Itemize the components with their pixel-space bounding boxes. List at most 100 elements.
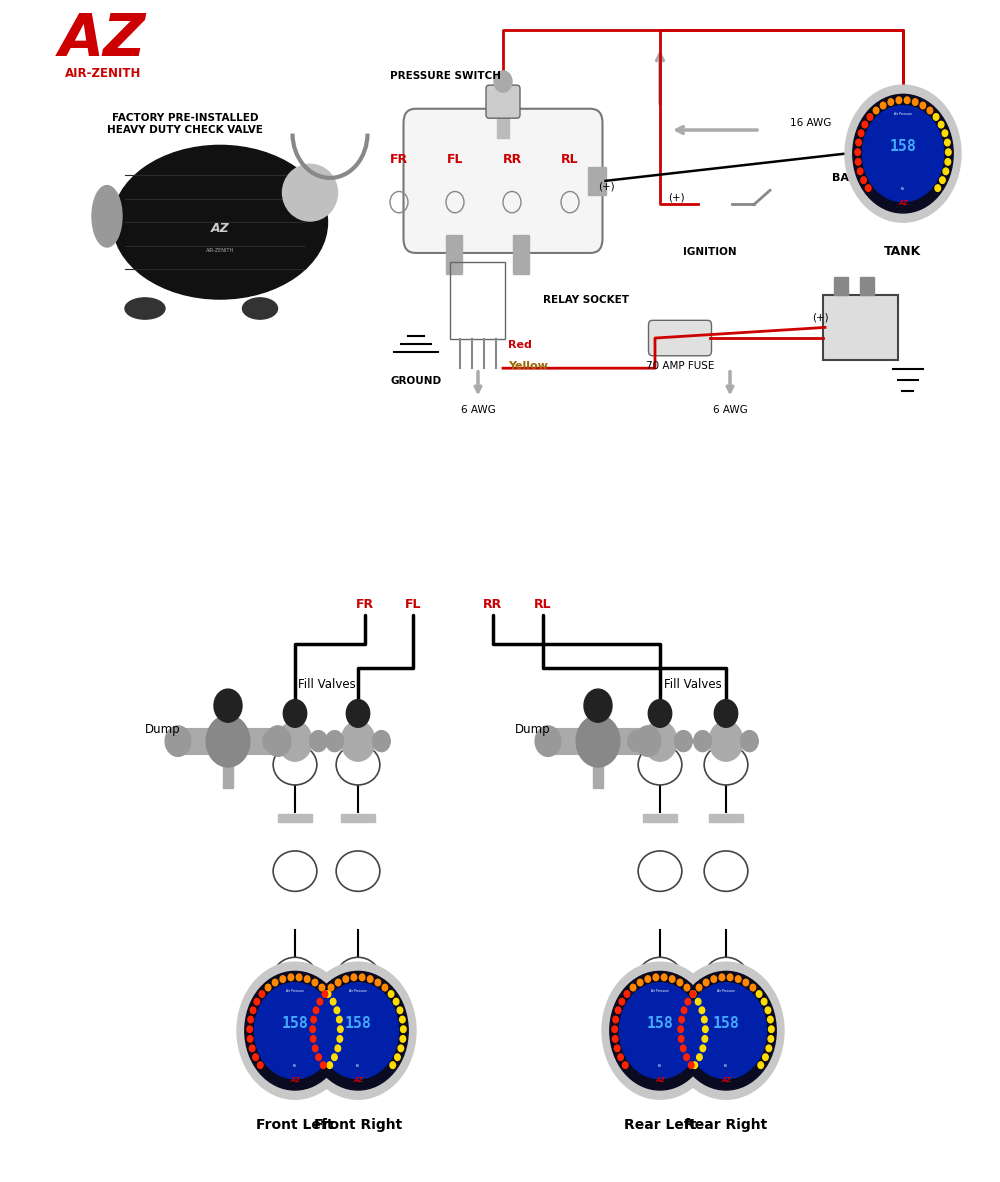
Circle shape (610, 972, 710, 1090)
Circle shape (395, 1054, 400, 1060)
Ellipse shape (704, 957, 748, 998)
Circle shape (637, 979, 643, 986)
Circle shape (253, 1054, 258, 1060)
Circle shape (618, 1054, 623, 1060)
Circle shape (247, 1035, 253, 1043)
Circle shape (400, 1017, 405, 1022)
Circle shape (296, 974, 302, 981)
Bar (548, 728, 648, 754)
Circle shape (758, 1061, 764, 1069)
Circle shape (697, 1054, 702, 1060)
Circle shape (317, 999, 323, 1005)
Circle shape (375, 979, 381, 986)
Circle shape (388, 991, 394, 998)
Circle shape (263, 730, 281, 752)
Text: AZ: AZ (655, 1077, 665, 1083)
Ellipse shape (125, 298, 165, 319)
Circle shape (335, 979, 341, 986)
Circle shape (322, 991, 328, 998)
Bar (860, 278, 874, 296)
Text: 158: 158 (646, 1017, 674, 1032)
Circle shape (328, 985, 334, 991)
Circle shape (249, 1045, 255, 1052)
Circle shape (346, 700, 370, 727)
Text: BATTERY: BATTERY (832, 174, 888, 183)
Text: 6 AWG: 6 AWG (713, 405, 747, 415)
Circle shape (624, 991, 630, 998)
Text: (+): (+) (598, 182, 615, 191)
Text: AZ: AZ (290, 1077, 300, 1083)
Text: Air Pressure: Air Pressure (349, 989, 367, 993)
Circle shape (942, 130, 948, 137)
Circle shape (259, 991, 265, 998)
Circle shape (703, 1026, 708, 1033)
Circle shape (254, 999, 260, 1005)
Circle shape (865, 184, 871, 191)
Circle shape (332, 1054, 337, 1060)
Circle shape (669, 976, 675, 982)
Ellipse shape (638, 745, 682, 785)
Circle shape (341, 721, 375, 761)
Circle shape (690, 991, 696, 998)
Circle shape (750, 985, 756, 991)
Text: RL: RL (561, 154, 579, 165)
Circle shape (743, 979, 749, 986)
Text: PRESSURE SWITCH: PRESSURE SWITCH (390, 71, 501, 80)
Ellipse shape (336, 745, 380, 785)
Circle shape (756, 991, 762, 998)
Text: FL: FL (447, 154, 463, 165)
Circle shape (702, 1017, 707, 1022)
Text: GROUND: GROUND (390, 376, 442, 385)
Text: Rear Left: Rear Left (624, 1118, 696, 1132)
Circle shape (653, 974, 659, 981)
Circle shape (945, 158, 951, 165)
Text: Fill Valves: Fill Valves (298, 678, 355, 690)
Circle shape (320, 1061, 326, 1069)
FancyBboxPatch shape (649, 320, 712, 356)
Circle shape (337, 1017, 342, 1022)
Circle shape (676, 972, 776, 1090)
Ellipse shape (242, 298, 278, 319)
Circle shape (858, 130, 864, 137)
Circle shape (304, 976, 310, 982)
Circle shape (695, 999, 701, 1005)
Circle shape (382, 985, 388, 991)
Circle shape (309, 730, 327, 752)
Circle shape (856, 139, 861, 145)
Text: Front Right: Front Right (314, 1118, 402, 1132)
Circle shape (684, 1054, 689, 1060)
Circle shape (310, 1035, 316, 1043)
Ellipse shape (336, 851, 380, 891)
Circle shape (367, 976, 373, 982)
Circle shape (245, 972, 345, 1090)
Circle shape (334, 1007, 340, 1014)
Bar (834, 278, 848, 296)
Circle shape (628, 730, 646, 752)
Text: 6 AWG: 6 AWG (461, 405, 495, 415)
Ellipse shape (336, 957, 380, 998)
Circle shape (325, 991, 331, 998)
Circle shape (280, 976, 286, 982)
Circle shape (602, 962, 718, 1099)
Circle shape (648, 700, 672, 727)
Text: AZ: AZ (59, 11, 147, 67)
Circle shape (690, 991, 696, 998)
Text: Air Pressure: Air Pressure (651, 989, 669, 993)
Circle shape (855, 158, 861, 165)
Ellipse shape (273, 957, 317, 998)
Circle shape (702, 1035, 708, 1043)
Circle shape (940, 177, 945, 183)
Circle shape (494, 71, 512, 92)
Circle shape (312, 1045, 318, 1052)
Circle shape (880, 102, 886, 109)
Circle shape (904, 97, 910, 104)
FancyBboxPatch shape (486, 85, 520, 118)
Text: FL: FL (405, 598, 421, 610)
Circle shape (645, 976, 651, 982)
Text: Front Left: Front Left (256, 1118, 334, 1132)
FancyBboxPatch shape (403, 109, 602, 253)
Circle shape (643, 721, 677, 761)
Circle shape (312, 979, 318, 986)
Circle shape (668, 962, 784, 1099)
Bar (822, 294, 898, 359)
